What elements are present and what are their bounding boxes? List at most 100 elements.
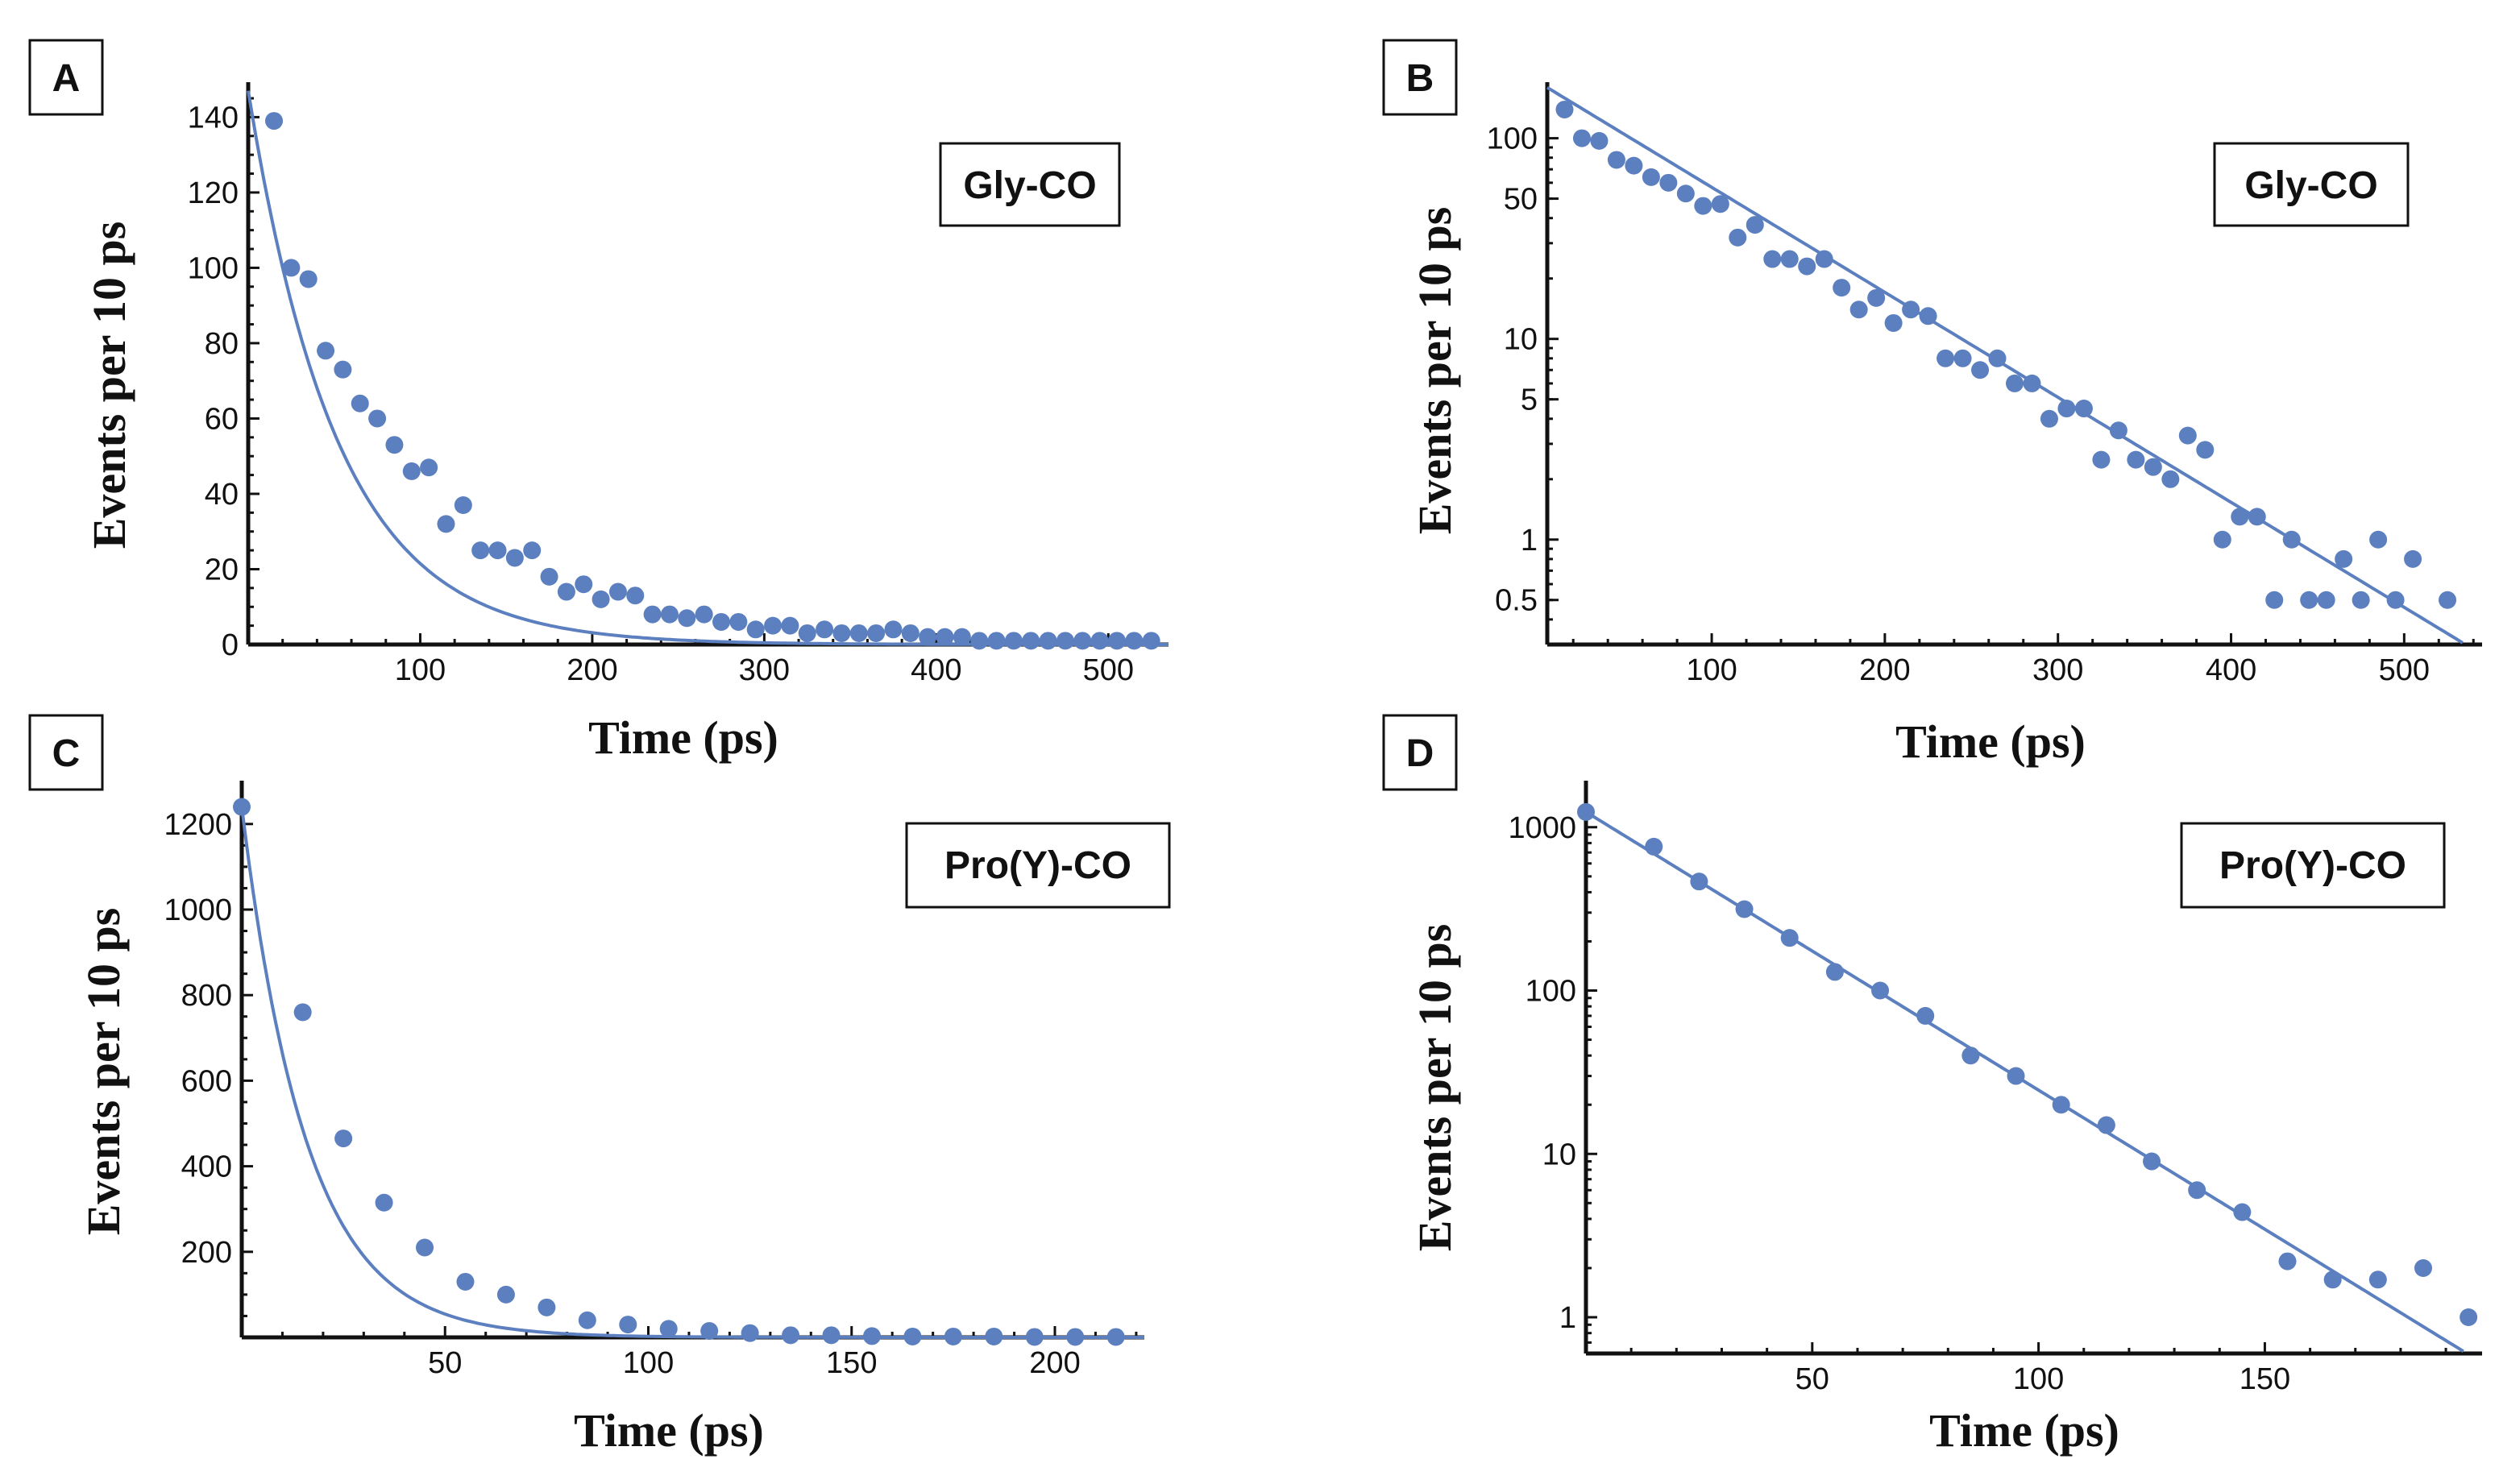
panel-b-data-point — [2335, 549, 2353, 568]
panel-c-data-point — [578, 1311, 596, 1329]
panel-d-data-point — [1916, 1006, 1935, 1025]
panel-c-data-point — [1025, 1328, 1044, 1346]
panel-b-data-point — [2231, 508, 2249, 526]
panel-d-plot-area: 50 100 150 1 10 100 1000 — [1508, 781, 2482, 1396]
panel-c-y-title: Events per 10 ps — [77, 908, 130, 1236]
panel-a-data-point — [488, 541, 507, 560]
panel-c-y-tick-label: 1200 — [164, 808, 232, 842]
panel-b-data-point — [1711, 195, 1729, 213]
panel-a-data-point — [402, 462, 421, 480]
panel-c-data-point — [416, 1238, 434, 1257]
panel-b-data-point — [1780, 250, 1799, 268]
panel-a-data-point — [557, 582, 575, 601]
panel-c-data-point — [619, 1316, 637, 1334]
panel-d-y-tick-label: 10 — [1542, 1138, 1576, 1171]
panel-b-y-tick-label: 50 — [1504, 183, 1538, 217]
panel-a-y-tick-label: 140 — [188, 101, 239, 135]
panel-d-data-point — [1961, 1047, 1980, 1065]
panel-b-data-point — [1937, 349, 1955, 367]
panel-a-y-tick-label: 120 — [188, 176, 239, 210]
panel-c-data-point — [233, 798, 251, 816]
panel-b-data-point — [2282, 530, 2301, 549]
panel-a-x-tick-label: 400 — [911, 653, 961, 687]
panel-c-data-point — [1106, 1328, 1125, 1346]
panel-c-data-point — [822, 1326, 841, 1345]
panel-b-y-tick-label: 100 — [1487, 122, 1538, 156]
panel-b-data-point — [2248, 508, 2266, 526]
panel-d-x-tick-label: 100 — [2013, 1362, 2064, 1396]
panel-b-legend-box — [2213, 142, 2410, 227]
panel-a-data-point — [299, 270, 318, 288]
panel-b-data-point — [2161, 470, 2180, 488]
panel-a-data-point — [505, 549, 524, 567]
panel-a-data-point — [420, 458, 438, 477]
panel-d-data-point — [2233, 1203, 2252, 1221]
panel-d: D Pro(Y)-CO Time (ps) Events per 10 ps 5… — [1382, 714, 2482, 1457]
panel-a-data-point — [1056, 632, 1074, 650]
panel-d-data-point — [2052, 1096, 2070, 1114]
panel-b-data-point — [1729, 228, 1747, 247]
panel-a-data-point — [781, 616, 799, 635]
panel-a-data-point — [919, 628, 937, 646]
panel-c-data-point — [944, 1327, 962, 1345]
panel-d-data-point — [2188, 1181, 2206, 1200]
panel-b-data-point — [2109, 421, 2127, 440]
panel-b-data-point — [1849, 301, 1868, 319]
panel-b-fit-line — [1546, 85, 2464, 645]
panel-a-data-point — [1004, 632, 1023, 650]
panel-a-y-tick-label: 80 — [205, 327, 239, 361]
panel-b-data-point — [2074, 400, 2093, 418]
panel-a-data-point — [626, 587, 645, 605]
panel-a-data-point — [695, 605, 713, 624]
panel-b-data-point — [1971, 361, 1990, 379]
panel-b-data-point — [1746, 216, 1764, 234]
panel-b-data-point — [1953, 349, 1972, 367]
panel-c-letter-box — [28, 714, 104, 791]
panel-a-data-point — [970, 632, 989, 650]
panel-d-data-point — [1735, 900, 1754, 918]
panel-c-x-tick-label: 100 — [623, 1346, 674, 1380]
panel-c-letter: C — [52, 732, 81, 775]
panel-a-y-title: Events per 10 ps — [83, 222, 135, 549]
panel-b-data-point — [1833, 279, 1851, 297]
panel-d-data-point — [2460, 1308, 2478, 1327]
panel-b-x-title: Time (ps) — [1895, 715, 2086, 768]
panel-c-data-point — [334, 1130, 353, 1148]
panel-d-data-point — [1825, 963, 1844, 981]
panel-a-data-point — [265, 112, 284, 131]
panel-b-data-point — [1659, 173, 1678, 192]
panel-b-data-point — [2196, 441, 2215, 459]
panel-a-data-point — [884, 620, 903, 639]
panel-b-y-tick-label: 10 — [1504, 323, 1538, 357]
panel-d-y-tick-label: 100 — [1526, 975, 1576, 1009]
panel-d-y-tick-label: 1000 — [1508, 811, 1576, 845]
panel-b-data-point — [1902, 301, 1920, 319]
panel-a-data-point — [764, 616, 782, 635]
panel-a-data-point — [1073, 632, 1092, 650]
panel-a-legend-box — [939, 142, 1121, 227]
panel-c-x-tick-label: 200 — [1029, 1346, 1080, 1380]
panel-d-letter: D — [1406, 732, 1434, 775]
panel-b-y-tick-label: 1 — [1521, 524, 1538, 558]
panel-a-letter-box — [28, 39, 104, 116]
panel-d-fit-line — [1584, 810, 2464, 1353]
panel-d-data-point — [2143, 1152, 2161, 1171]
panel-a-data-point — [540, 567, 558, 586]
panel-b-data-point — [1867, 288, 1886, 307]
panel-c-y-tick-label: 800 — [181, 979, 232, 1013]
panel-c-data-point — [985, 1327, 1003, 1345]
panel-b-data-point — [2300, 591, 2318, 609]
panel-b-data-point — [1590, 131, 1609, 150]
panel-c-data-point — [659, 1320, 678, 1338]
panel-d-data-point — [2278, 1252, 2297, 1271]
panel-a-data-point — [832, 624, 851, 642]
panel-a-data-point — [849, 624, 868, 642]
panel-a-y-tick-label: 40 — [205, 478, 239, 512]
panel-b-data-point — [2092, 450, 2111, 469]
panel-a-data-point — [592, 590, 610, 608]
panel-a-data-point — [523, 541, 542, 560]
panel-b-data-point — [2404, 549, 2422, 568]
panel-c-data-point — [538, 1298, 556, 1316]
panel-a-x-tick-label: 300 — [739, 653, 790, 687]
